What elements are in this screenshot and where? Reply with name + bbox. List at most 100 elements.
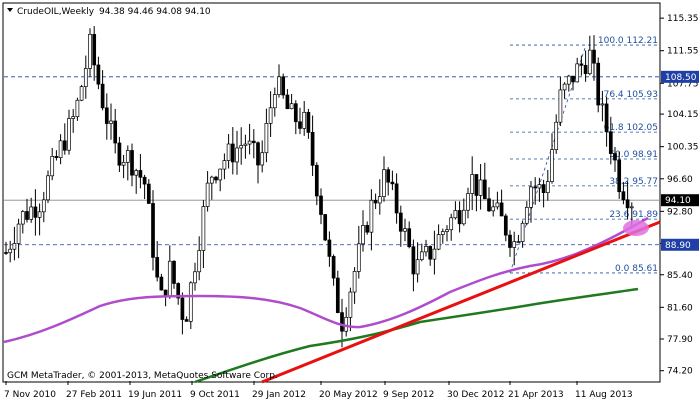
candle-body <box>268 107 273 124</box>
candle-body <box>92 34 97 66</box>
x-tick-label: 7 Nov 2010 <box>4 390 56 400</box>
candle-body <box>83 68 88 87</box>
candle-body <box>373 199 378 204</box>
candle-body <box>503 215 508 236</box>
candle-body <box>142 176 147 185</box>
candle-body <box>550 149 554 182</box>
candle-body <box>113 120 118 144</box>
candle-body <box>4 252 8 254</box>
candle-body <box>193 271 197 284</box>
candle-body <box>403 228 407 232</box>
candle-body <box>327 239 332 257</box>
candle-body <box>499 202 504 217</box>
candle-body <box>188 282 193 322</box>
y-tick-label: 115.35 <box>667 14 699 24</box>
candle-body <box>58 140 63 158</box>
candle-body <box>319 195 323 215</box>
candle-body <box>361 225 365 245</box>
horizontal-levels <box>4 76 659 246</box>
candle-body <box>184 319 189 322</box>
candle-body <box>390 181 395 185</box>
copyright-text: GCM MetaTrader, © 2001-2013, MetaQuotes … <box>7 371 278 381</box>
candle-body <box>209 176 214 184</box>
candle-body <box>125 150 130 163</box>
candle-body <box>411 246 416 275</box>
candle-body <box>516 241 521 243</box>
y-tick-label: 96.60 <box>667 175 693 185</box>
candle-body <box>281 76 286 96</box>
candle-body <box>37 211 42 218</box>
x-tick-label: 29 Jan 2012 <box>252 390 306 400</box>
candle-body <box>264 123 269 154</box>
fib-level-label: 100.0 112.21 <box>598 36 658 46</box>
candle-body <box>33 206 38 218</box>
candle-body <box>277 76 281 95</box>
candle-body <box>151 203 155 258</box>
candle-body <box>50 156 55 177</box>
candle-body <box>180 297 185 320</box>
candle-body <box>487 198 491 212</box>
y-tick-label: 111.55 <box>667 47 699 57</box>
candle-body <box>130 150 134 176</box>
y-tick-label: 104.15 <box>667 110 699 120</box>
candle-body <box>592 49 596 64</box>
candle-body <box>222 160 227 170</box>
price-marker-label: 94.10 <box>665 196 691 206</box>
candle-body <box>172 260 176 284</box>
candle-body <box>109 120 113 124</box>
candle-body <box>445 229 449 232</box>
candle-body <box>377 196 382 204</box>
y-tick-label: 107.75 <box>667 79 699 89</box>
candle-body <box>545 181 550 194</box>
candle-body <box>596 62 601 106</box>
candle-body <box>453 210 458 219</box>
candle-body <box>20 211 25 225</box>
candle-body <box>344 316 349 332</box>
candle-body <box>398 212 403 232</box>
candle-body <box>495 202 500 208</box>
candle-body <box>134 170 139 176</box>
candle-body <box>62 140 67 151</box>
candle-body <box>386 169 391 183</box>
symbol-label: CrudeOIL,Weekly <box>17 7 95 17</box>
candle-body <box>12 243 17 250</box>
plot-frame <box>2 2 661 383</box>
candle-body <box>79 86 84 101</box>
candle-body <box>285 94 290 110</box>
candle-body <box>617 159 622 193</box>
candle-body <box>461 209 466 225</box>
candle-body <box>293 103 298 123</box>
price-markers: 108.50 94.10 88.90 <box>661 70 699 251</box>
candle-body <box>302 111 307 129</box>
dropdown-triangle-icon[interactable] <box>7 8 13 12</box>
candle-body <box>256 142 260 166</box>
candle-body <box>554 121 559 150</box>
x-tick-label: 11 Aug 2013 <box>575 390 633 400</box>
fib-level-label: 0.0 85.61 <box>615 264 658 274</box>
time-axis: 7 Nov 2010 27 Feb 2011 19 Jun 2011 9 Oct 20… <box>4 381 633 400</box>
y-tick-label: 77.90 <box>667 335 693 345</box>
candle-body <box>533 186 538 189</box>
candle-body <box>272 94 277 109</box>
candle-body <box>613 153 617 161</box>
candle-body <box>470 174 475 194</box>
candle-body <box>235 147 239 163</box>
candle-body <box>520 222 525 242</box>
candle-body <box>474 174 479 196</box>
fib-level-label: 50.0 98.91 <box>609 150 658 160</box>
candle-body <box>524 206 529 224</box>
candle-body <box>121 162 126 166</box>
fib-level-label: 38.2 95.77 <box>609 177 658 187</box>
candle-body <box>352 271 357 293</box>
candle-body <box>88 34 92 69</box>
candle-body <box>71 116 76 119</box>
candle-body <box>512 241 517 248</box>
price-marker-label: 88.90 <box>665 241 691 251</box>
candle-body <box>243 143 248 146</box>
candle-body <box>226 143 231 161</box>
candle-body <box>419 251 424 261</box>
candle-body <box>478 179 483 196</box>
candle-body <box>449 217 454 231</box>
candle-body <box>46 175 50 201</box>
